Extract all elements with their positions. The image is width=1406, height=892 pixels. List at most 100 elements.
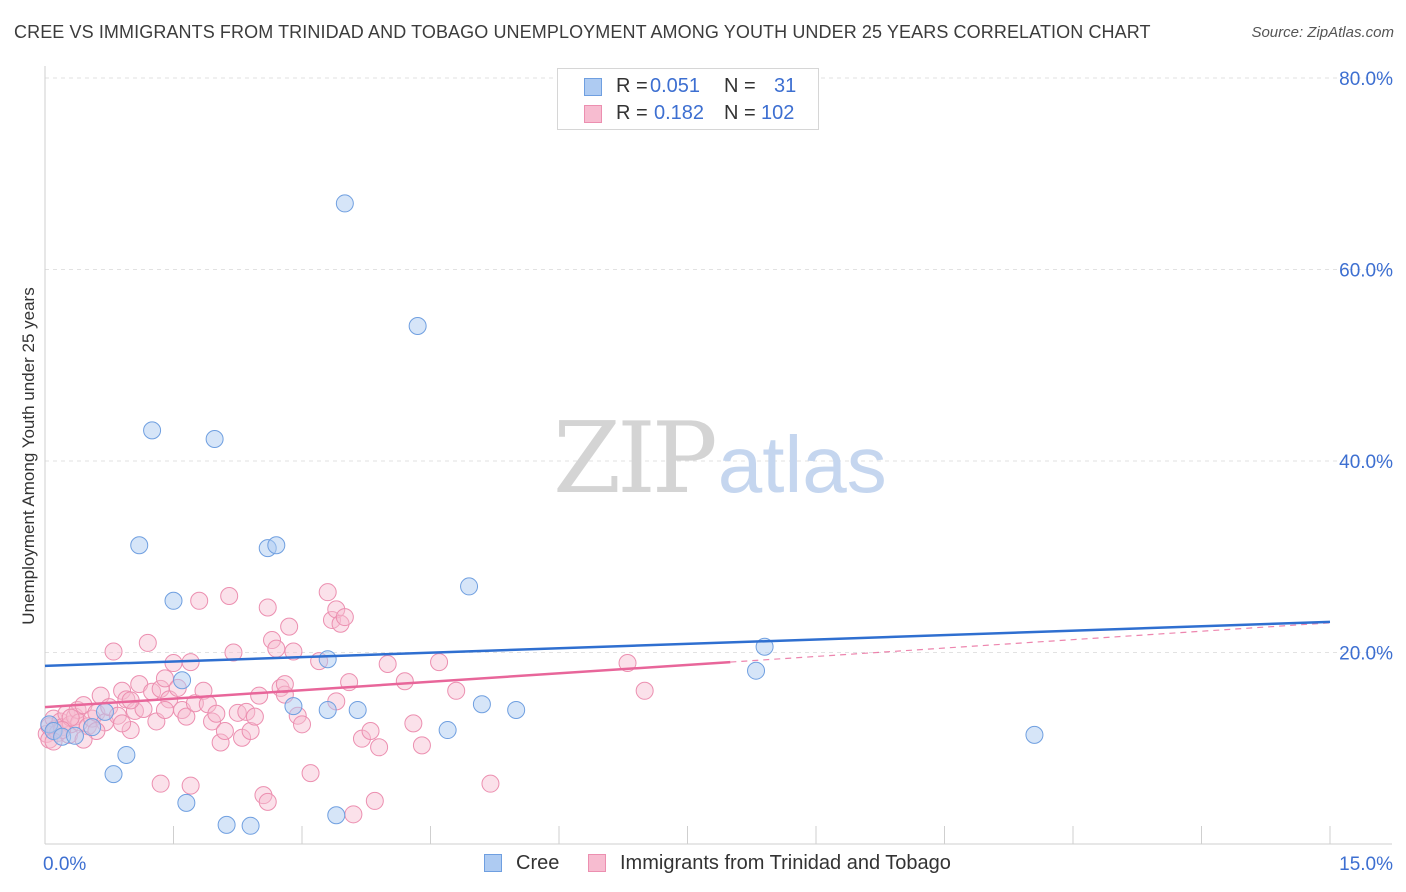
tt-point xyxy=(181,776,200,795)
gridlines xyxy=(45,77,1392,653)
cree-point xyxy=(507,700,526,719)
legend-swatch-cree xyxy=(584,78,602,96)
bottom-legend-label-tt: Immigrants from Trinidad and Tobago xyxy=(620,852,951,874)
tt-point xyxy=(263,631,282,650)
tt-point xyxy=(404,714,423,733)
tt-trend-line xyxy=(44,660,731,709)
tt-point xyxy=(215,722,234,741)
cree-point xyxy=(95,702,114,721)
tt-point xyxy=(412,736,431,755)
tt-point xyxy=(267,639,286,658)
tt-point xyxy=(635,681,654,700)
cree-point xyxy=(438,721,457,740)
cree-point xyxy=(104,765,123,784)
legend-r-value-cree: 0.051 xyxy=(650,75,701,97)
source-note: Source: ZipAtlas.com xyxy=(1251,24,1394,41)
legend-swatch-tt xyxy=(584,105,602,123)
tt-point xyxy=(447,681,466,700)
tt-point xyxy=(481,774,500,793)
y-axis-label-group: Unemployment Among Youth under 25 years xyxy=(19,287,38,624)
y-tick-label: 60.0% xyxy=(1339,261,1393,282)
tt-point xyxy=(378,654,397,673)
legend-r-label: R = xyxy=(616,102,648,124)
bottom-legend-swatch-cree xyxy=(484,854,502,872)
axes xyxy=(44,66,1392,845)
tt-point xyxy=(395,672,414,691)
tt-point xyxy=(185,694,204,713)
tt-point xyxy=(280,617,299,636)
tt-point xyxy=(370,738,389,757)
x-tick-label: 15.0% xyxy=(1339,854,1393,875)
tt-point xyxy=(275,675,294,694)
tt-point xyxy=(151,774,170,793)
cree-point xyxy=(217,815,236,834)
tt-point xyxy=(301,764,320,783)
tt-point xyxy=(258,792,277,811)
bottom-legend-swatch-tt xyxy=(588,854,606,872)
cree-point xyxy=(284,697,303,716)
cree-point xyxy=(318,650,337,669)
tt-point xyxy=(335,608,354,627)
cree-point xyxy=(164,591,183,610)
tt-point xyxy=(284,642,303,661)
tt-point xyxy=(164,654,183,673)
correlation-legend: R = 0.051 N = 31 R = 0.182 N = 102 xyxy=(557,68,819,130)
cree-point xyxy=(472,695,491,714)
tt-point xyxy=(104,642,123,661)
legend-n-value-cree: 31 xyxy=(774,75,797,97)
cree-point xyxy=(143,421,162,440)
x-tick-marks xyxy=(173,826,1331,844)
tt-point xyxy=(220,587,239,606)
tt-point xyxy=(430,653,449,672)
cree-trend-line xyxy=(44,620,1331,668)
tt-point xyxy=(138,633,157,652)
tt-point xyxy=(318,583,337,602)
legend-n-label: N = xyxy=(724,75,756,97)
tt-point xyxy=(618,654,637,673)
tt-point xyxy=(250,686,269,705)
cree-point xyxy=(747,661,766,680)
cree-point xyxy=(318,700,337,719)
cree-point xyxy=(130,536,149,555)
chart-title: CREE VS IMMIGRANTS FROM TRINIDAD AND TOB… xyxy=(14,22,1151,42)
y-tick-label: 40.0% xyxy=(1339,452,1393,473)
cree-point xyxy=(83,718,102,737)
x-tick-label: 0.0% xyxy=(43,854,86,875)
cree-point xyxy=(241,816,260,835)
tt-point xyxy=(61,708,80,727)
cree-point xyxy=(267,536,286,555)
cree-point xyxy=(1025,725,1044,744)
tt-point xyxy=(177,707,196,726)
tt-point xyxy=(344,805,363,824)
tt-point xyxy=(293,715,311,734)
cree-point xyxy=(335,194,354,213)
tt-point xyxy=(245,707,264,726)
y-tick-label: 80.0% xyxy=(1339,69,1393,90)
tt-point xyxy=(155,700,174,719)
bottom-legend-label-cree: Cree xyxy=(516,852,560,874)
tt-point xyxy=(258,598,277,617)
tt-point xyxy=(113,714,132,733)
legend-n-label: N = xyxy=(724,102,756,124)
y-tick-labels: 20.0% 40.0% 60.0% 80.0% xyxy=(1339,69,1393,665)
tt-point xyxy=(241,722,260,741)
cree-point xyxy=(408,316,427,335)
cree-point xyxy=(348,700,367,719)
tt-point xyxy=(237,702,256,721)
tt-point xyxy=(190,591,209,610)
x-tick-labels: 0.0% 15.0% xyxy=(43,854,1393,875)
y-axis-label: Unemployment Among Youth under 25 years xyxy=(19,287,38,624)
cree-point xyxy=(177,793,196,812)
cree-point xyxy=(327,806,346,825)
cree-point xyxy=(65,726,84,745)
trend-lines xyxy=(44,620,1331,709)
cree-point xyxy=(205,429,224,448)
tt-point xyxy=(211,733,230,752)
cree-point xyxy=(460,577,479,596)
tt-trend-extension xyxy=(730,622,1331,663)
legend-r-value-tt: 0.182 xyxy=(654,102,705,124)
tt-point xyxy=(194,681,213,700)
y-tick-label: 20.0% xyxy=(1339,644,1393,665)
cree-point xyxy=(117,745,136,764)
